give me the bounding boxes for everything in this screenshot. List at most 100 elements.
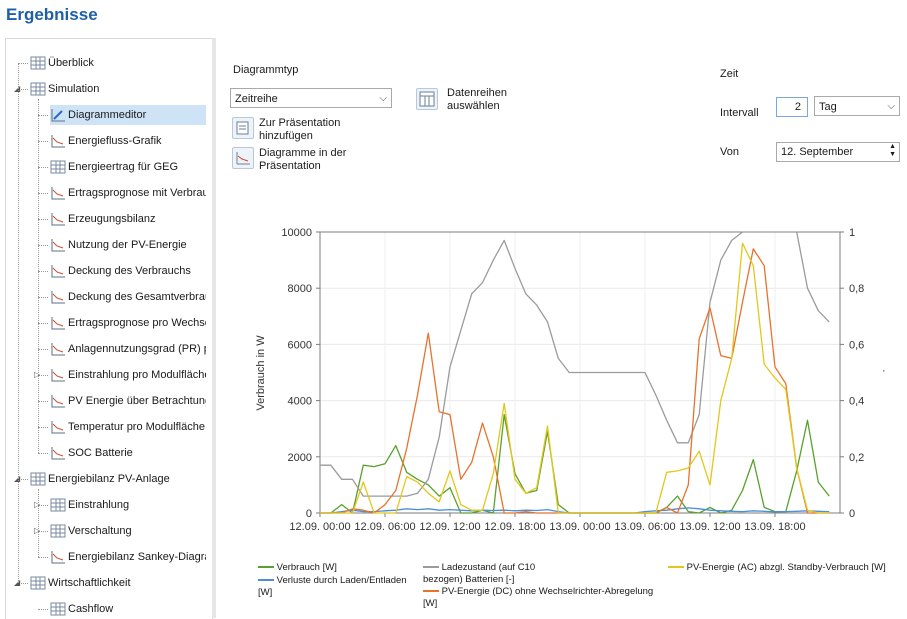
select-series-button[interactable] <box>416 88 438 110</box>
interval-unit-select[interactable]: Tag ⌵ <box>814 96 900 116</box>
tree-item[interactable]: Verschaltung <box>50 521 206 541</box>
tree-item-label: Anlagennutzungsgrad (PR) pro <box>68 343 206 355</box>
chart-icon <box>51 317 65 330</box>
from-date-value: 12. September <box>781 146 854 158</box>
expand-arrow-icon[interactable]: ▷ <box>34 526 41 535</box>
y-tick-label: 10000 <box>281 227 312 239</box>
tree-item[interactable]: Nutzung der PV-Energie <box>50 235 206 255</box>
table-icon <box>30 82 46 96</box>
diagrams-in-presentation-button[interactable] <box>232 147 254 169</box>
tree-item[interactable]: Deckung des Gesamtverbrauchs <box>50 287 206 307</box>
tree-item[interactable]: Einstrahlung <box>50 495 206 515</box>
collapse-arrow-icon[interactable]: ◢ <box>14 84 21 93</box>
collapse-arrow-icon[interactable]: ◢ <box>14 578 21 587</box>
y2-tick-label: 0,2 <box>849 452 864 464</box>
table-icon <box>30 576 46 590</box>
tree-connector <box>18 63 19 583</box>
chart-icon <box>51 447 65 460</box>
chart-legend: Verbrauch [W] Verluste durch Laden/Entla… <box>258 562 898 618</box>
panel-splitter[interactable] <box>212 38 216 618</box>
chart-icon <box>51 239 65 252</box>
tree-connector <box>38 141 48 142</box>
tree-item[interactable]: Energiebilanz PV-Anlage <box>30 469 206 489</box>
tree-connector <box>38 489 39 557</box>
x-tick-label: 12.09. 12:00 <box>419 521 480 533</box>
expand-arrow-icon[interactable]: ▷ <box>34 370 41 379</box>
legend-label: Ladezustand (auf C10 bezogen) Batterien … <box>423 562 536 585</box>
tree-connector <box>38 219 48 220</box>
tree-item[interactable]: Erzeugungsbilanz <box>50 209 206 229</box>
y2-axis-marker: · <box>882 365 886 377</box>
from-date-input[interactable]: 12. September ▲ ▼ <box>776 142 900 162</box>
tree-item-label: Energiefluss-Grafik <box>68 135 162 147</box>
legend-item-ladezustand: Ladezustand (auf C10 bezogen) Batterien … <box>423 562 573 586</box>
tree-item-label: Ertragsprognose pro Wechselrichter <box>68 317 206 329</box>
tree-item[interactable]: Ertragsprognose mit Verbrauch <box>50 183 206 203</box>
tree-item[interactable]: Anlagennutzungsgrad (PR) pro <box>50 339 206 359</box>
tree-item-label: Diagrammeditor <box>68 109 147 121</box>
expand-arrow-icon[interactable]: ▷ <box>34 500 41 509</box>
tree-item[interactable]: Simulation <box>30 79 206 99</box>
y2-tick-label: 0,8 <box>849 283 864 295</box>
spinner-arrows-icon[interactable]: ▲ ▼ <box>889 143 896 158</box>
tree-item[interactable]: Energieertrag für GEG <box>50 157 206 177</box>
chart-icon <box>51 421 65 434</box>
y-tick-label: 6000 <box>288 339 312 351</box>
x-tick-label: 12.09. 18:00 <box>484 521 545 533</box>
y2-tick-label: 0,6 <box>849 339 864 351</box>
series-line-3 <box>320 248 830 514</box>
tree-connector <box>38 505 48 506</box>
chevron-down-icon: ⌵ <box>379 93 387 104</box>
y2-tick-label: 1 <box>849 227 855 239</box>
legend-swatch <box>668 566 684 569</box>
tree-item-label: Energieertrag für GEG <box>68 161 179 173</box>
tree-item[interactable]: Wirtschaftlichkeit <box>30 573 206 593</box>
chart-line-icon <box>236 152 250 165</box>
chevron-down-icon: ⌵ <box>887 101 895 112</box>
y-tick-label: 4000 <box>288 396 312 408</box>
y-tick-label: 8000 <box>288 283 312 295</box>
select-series-label[interactable]: Datenreihen auswählen <box>447 87 507 112</box>
diagram-type-select[interactable]: Zeitreihe ⌵ <box>230 88 392 108</box>
tree-item[interactable]: SOC Batterie <box>50 443 206 463</box>
tree-item[interactable]: Energiebilanz Sankey-Diagramm <box>50 547 206 567</box>
collapse-arrow-icon[interactable]: ◢ <box>14 474 21 483</box>
y-tick-label: 2000 <box>288 452 312 464</box>
x-tick-label: 13.09. 18:00 <box>744 521 805 533</box>
series-line-2 <box>320 231 830 497</box>
tree-item-label: Deckung des Gesamtverbrauchs <box>68 291 206 303</box>
add-to-presentation-button[interactable] <box>232 117 254 139</box>
legend-swatch <box>423 590 439 593</box>
y-axis-label: Verbrauch in W <box>255 335 267 411</box>
tree-item[interactable]: PV Energie über Betrachtungszeitraum <box>50 391 206 411</box>
tree-connector <box>38 375 48 376</box>
tree-item[interactable]: Cashflow <box>50 599 206 619</box>
x-tick-label: 13.09. 12:00 <box>679 521 740 533</box>
tree-item-label: Simulation <box>48 83 100 95</box>
tree-connector <box>38 193 48 194</box>
tree-connector <box>38 453 48 454</box>
tree-item[interactable]: Temperatur pro Modulfläche <box>50 417 206 437</box>
interval-input[interactable]: 2 <box>776 97 808 117</box>
tree-item[interactable]: Energiefluss-Grafik <box>50 131 206 151</box>
tree-item[interactable]: Einstrahlung pro Modulfläche <box>50 365 206 385</box>
tree-item[interactable]: Überblick <box>30 53 206 73</box>
tree-item-label: Nutzung der PV-Energie <box>68 239 187 251</box>
tree-connector <box>38 271 48 272</box>
add-to-presentation-label[interactable]: Zur Präsentation hinzufügen <box>259 117 341 142</box>
tree-item-label: Energiebilanz Sankey-Diagramm <box>68 551 206 563</box>
legend-label: Verluste durch Laden/Entladen [W] <box>258 575 407 598</box>
legend-item-pv-ac: PV-Energie (AC) abzgl. Standby-Verbrauch… <box>668 562 893 574</box>
tree-item[interactable]: Diagrammeditor <box>50 105 206 125</box>
chart-edit-icon <box>51 109 65 122</box>
diagrams-in-presentation-label[interactable]: Diagramme in der Präsentation <box>259 147 347 172</box>
x-tick-label: 12.09. 00:00 <box>289 521 350 533</box>
tree-item-label: Deckung des Verbrauchs <box>68 265 191 277</box>
chart-icon <box>51 395 65 408</box>
tree-item-label: Cashflow <box>68 603 114 615</box>
tree-item[interactable]: Deckung des Verbrauchs <box>50 261 206 281</box>
table-icon <box>30 56 46 70</box>
navigation-tree[interactable]: Überblick ◢ Simulation Diagrammeditor Energi… <box>5 38 213 619</box>
tree-item-label: Wirtschaftlichkeit <box>48 577 131 589</box>
tree-item[interactable]: Ertragsprognose pro Wechselrichter <box>50 313 206 333</box>
